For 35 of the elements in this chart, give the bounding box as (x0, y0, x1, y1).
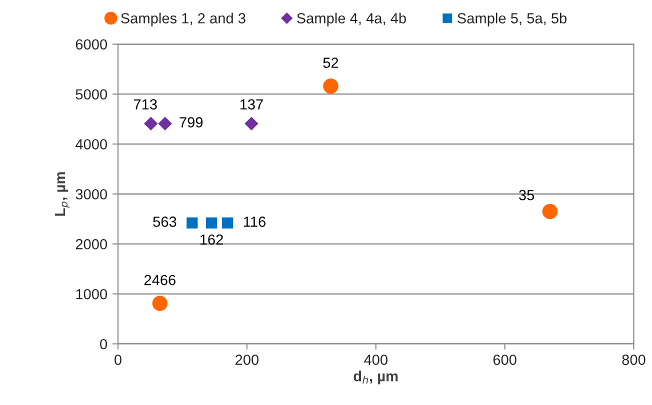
y-tick-label: 6000 (76, 39, 108, 50)
legend-label: Samples 1, 2 and 3 (121, 12, 246, 26)
x-tick-label: 0 (114, 354, 122, 365)
legend-label: Sample 4, 4a, 4b (296, 12, 406, 26)
annotation: 162 (200, 234, 223, 245)
y-tick-label: 3000 (76, 189, 108, 200)
annotation: 713 (134, 99, 157, 110)
point (542, 204, 558, 220)
annotation: 2466 (144, 274, 176, 286)
annotation: 799 (180, 117, 203, 128)
y-tick-label: 5000 (76, 89, 108, 100)
point (186, 217, 198, 229)
annotation: 52 (323, 58, 338, 68)
annotation: 35 (518, 190, 534, 200)
x-tick-label: 200 (236, 354, 259, 365)
y-tick-label: 2000 (76, 239, 108, 250)
point (222, 217, 234, 229)
point (144, 116, 158, 130)
y-axis-title: L$_{p}$, µm (55, 172, 70, 216)
annotation: 563 (153, 216, 176, 227)
point (206, 217, 218, 229)
x-axis-title: d$_{h}$, µm (354, 370, 398, 384)
annotation: 116 (244, 216, 266, 227)
x-tick-label: 600 (493, 354, 516, 365)
y-tick-label: 1000 (76, 288, 108, 300)
x-tick-label: 400 (364, 354, 388, 365)
y-tick-label: 0 (100, 338, 108, 350)
point (158, 116, 172, 130)
y-tick-label: 4000 (75, 139, 108, 150)
point (152, 296, 168, 312)
legend-label: Sample 5, 5a, 5b (458, 12, 567, 26)
point (244, 116, 258, 130)
annotation: 137 (240, 99, 263, 110)
x-tick-label: 800 (622, 354, 646, 365)
point (323, 78, 338, 94)
